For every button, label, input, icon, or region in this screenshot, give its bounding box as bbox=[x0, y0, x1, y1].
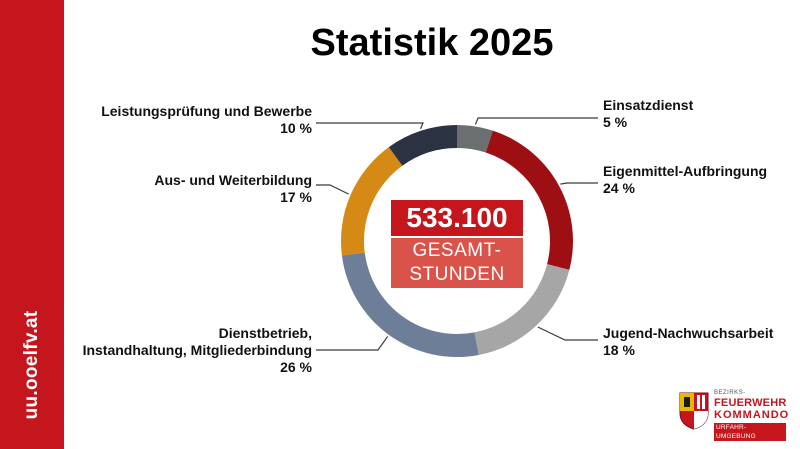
logo-line1: BEZIRKS- bbox=[714, 390, 746, 396]
fire-brigade-logo: BEZIRKS- FEUERWEHR KOMMANDO URFAHR-UMGEB… bbox=[676, 387, 790, 441]
label-dienstbetrieb: Dienstbetrieb, Instandhaltung, Mitgliede… bbox=[83, 325, 312, 376]
donut-slice-dienstbetrieb bbox=[341, 252, 479, 357]
label-name: Jugend-Nachwuchsarbeit bbox=[603, 325, 774, 341]
label-value: 18 % bbox=[603, 342, 635, 358]
total-hours-label: GESAMT- STUNDEN bbox=[391, 238, 523, 288]
label-value: 17 % bbox=[280, 189, 312, 205]
leader-line-ausbildung bbox=[316, 184, 349, 195]
label-name: Leistungsprüfung und Bewerbe bbox=[101, 103, 312, 119]
donut-slice-leistungspruefung bbox=[388, 125, 457, 166]
label-name: Einsatzdienst bbox=[603, 97, 694, 113]
leader-line-eigenmittel bbox=[560, 182, 598, 185]
total-hours-value: 533.100 bbox=[391, 200, 523, 236]
donut-slice-eigenmittel bbox=[485, 130, 573, 270]
side-bar: uu.ooelfv.at bbox=[0, 0, 64, 449]
logo-line2: FEUERWEHR bbox=[714, 397, 787, 409]
logo-text: BEZIRKS- FEUERWEHR KOMMANDO URFAHR-UMGEB… bbox=[714, 389, 790, 441]
page-title: Statistik 2025 bbox=[310, 22, 554, 64]
total-hours-label-line1: GESAMT- bbox=[412, 240, 502, 261]
logo-line4: URFAHR-UMGEBUNG bbox=[714, 423, 786, 441]
leader-line-jugend bbox=[537, 326, 598, 341]
leader-line-leistungspruefung bbox=[316, 122, 424, 130]
label-einsatzdienst: Einsatzdienst 5 % bbox=[603, 97, 693, 131]
label-value: 5 % bbox=[603, 114, 628, 130]
label-name-line2: Instandhaltung, Mitgliederbindung bbox=[82, 342, 312, 358]
label-value: 24 % bbox=[603, 180, 635, 196]
label-name: Eigenmittel-Aufbringung bbox=[603, 163, 768, 179]
donut-slice-jugend bbox=[474, 264, 570, 355]
label-name: Aus- und Weiterbildung bbox=[154, 172, 312, 188]
leader-line-einsatzdienst bbox=[474, 117, 598, 125]
label-leistungspruefung: Leistungsprüfung und Bewerbe 10 % bbox=[101, 103, 312, 137]
total-hours-box: 533.100 GESAMT- STUNDEN bbox=[391, 200, 523, 288]
logo-line3: KOMMANDO bbox=[714, 409, 790, 421]
total-hours-label-line2: STUNDEN bbox=[409, 264, 505, 285]
label-value: 10 % bbox=[280, 120, 312, 136]
crest-icon bbox=[679, 392, 709, 430]
label-value: 26 % bbox=[280, 359, 312, 375]
donut-slice-einsatzdienst bbox=[457, 125, 493, 153]
label-ausbildung: Aus- und Weiterbildung 17 % bbox=[154, 172, 312, 206]
leader-line-dienstbetrieb bbox=[316, 336, 389, 351]
label-eigenmittel: Eigenmittel-Aufbringung 24 % bbox=[603, 163, 767, 197]
label-jugend: Jugend-Nachwuchsarbeit 18 % bbox=[603, 325, 773, 359]
donut-slice-ausbildung bbox=[341, 147, 403, 256]
label-name: Dienstbetrieb, bbox=[218, 325, 312, 341]
